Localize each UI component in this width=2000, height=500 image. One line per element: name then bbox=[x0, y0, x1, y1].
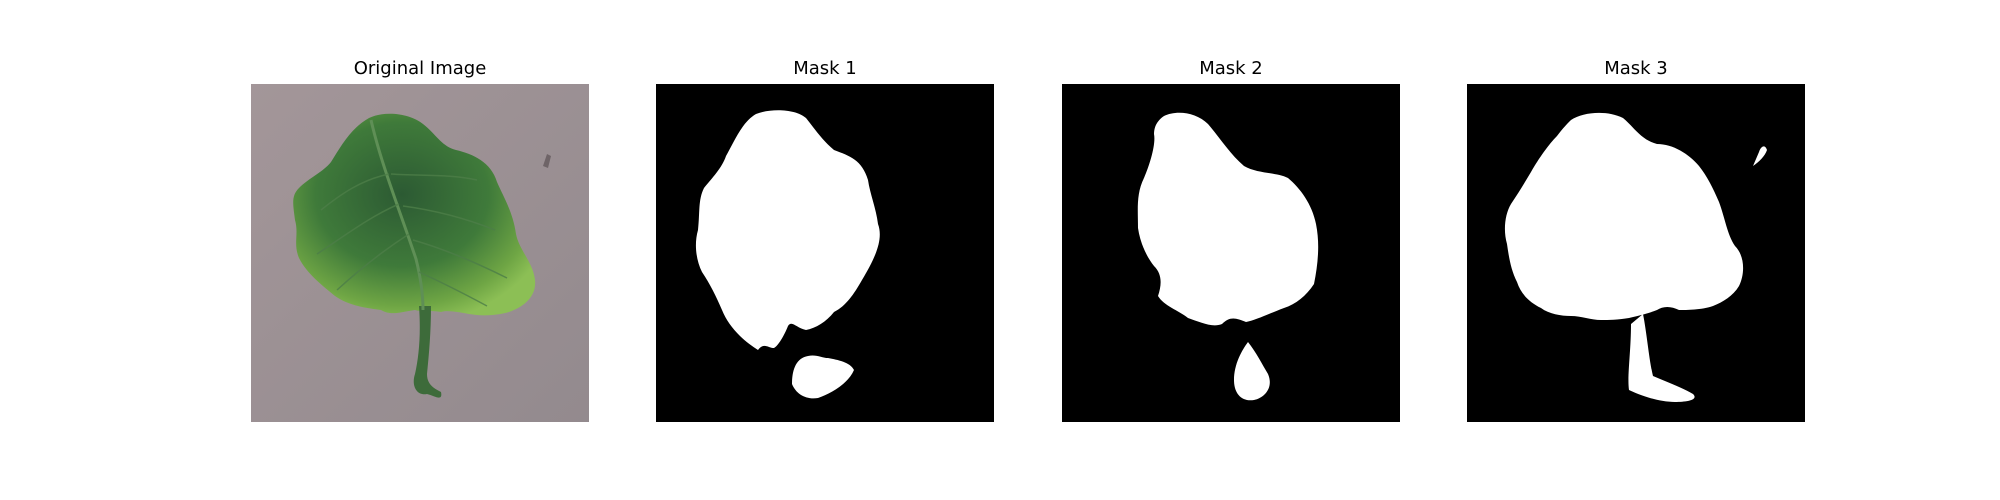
original-image bbox=[251, 84, 589, 422]
mask-1-image bbox=[656, 84, 994, 422]
panel-title: Mask 1 bbox=[656, 58, 994, 80]
mask-2-image bbox=[1062, 84, 1400, 422]
leaf-photo-icon bbox=[251, 84, 589, 422]
mask-3-image bbox=[1467, 84, 1805, 422]
segmentation-mask-icon bbox=[656, 84, 994, 422]
panel-title: Mask 3 bbox=[1467, 58, 1805, 80]
segmentation-mask-icon bbox=[1467, 84, 1805, 422]
segmentation-mask-icon bbox=[1062, 84, 1400, 422]
panel-title: Original Image bbox=[251, 58, 589, 80]
panel-title: Mask 2 bbox=[1062, 58, 1400, 80]
